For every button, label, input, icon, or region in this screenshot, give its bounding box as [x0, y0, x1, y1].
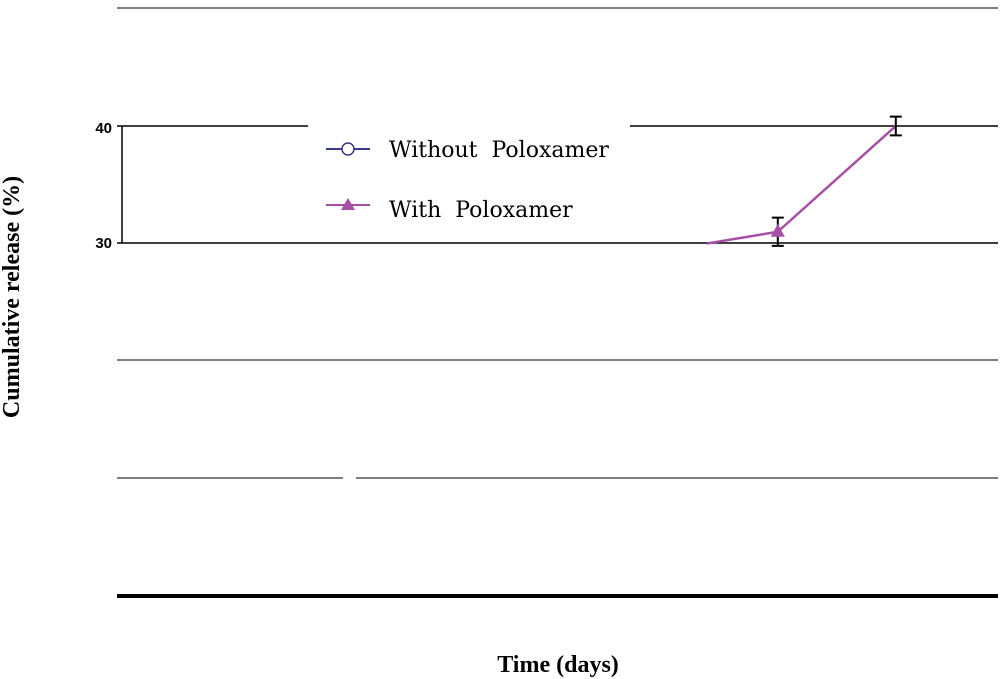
data-point-1-1 [770, 223, 785, 237]
legend-box [308, 112, 630, 234]
legend-label-with: With Poloxamer [389, 198, 573, 223]
legend: Without Poloxamer With Poloxamer [326, 138, 609, 223]
legend-marker-with [341, 198, 355, 210]
legend-marker-without [341, 142, 355, 156]
gridlines [117, 7, 998, 598]
y-tick-label-30: 30 [95, 235, 112, 252]
error-bar-1-2 [889, 115, 902, 137]
series-line-1 [706, 125, 897, 245]
x-axis-title: Time (days) [497, 652, 619, 678]
y-axis-title: Cumulative release (%) [0, 176, 25, 418]
y-tick-label-40: 40 [95, 120, 112, 137]
series-layer [706, 115, 902, 247]
legend-label-without: Without Poloxamer [389, 138, 609, 163]
